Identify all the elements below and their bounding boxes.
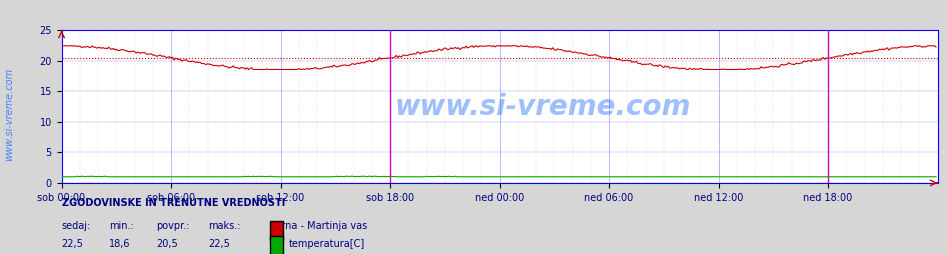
Text: www.si-vreme.com: www.si-vreme.com [395,93,691,121]
Text: 22,5: 22,5 [62,239,83,249]
Text: temperatura[C]: temperatura[C] [289,239,366,249]
Text: Mirna - Martinja vas: Mirna - Martinja vas [270,221,367,231]
Text: maks.:: maks.: [208,221,241,231]
Text: 18,6: 18,6 [109,239,131,249]
Text: min.:: min.: [109,221,134,231]
Text: 22,5: 22,5 [208,239,230,249]
Text: ZGODOVINSKE IN TRENUTNE VREDNOSTI: ZGODOVINSKE IN TRENUTNE VREDNOSTI [62,198,285,208]
Text: 20,5: 20,5 [156,239,178,249]
Text: povpr.:: povpr.: [156,221,189,231]
Text: sedaj:: sedaj: [62,221,91,231]
Text: www.si-vreme.com: www.si-vreme.com [5,68,14,161]
